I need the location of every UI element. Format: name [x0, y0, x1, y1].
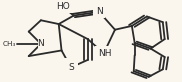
Text: N: N	[37, 39, 44, 48]
Text: N: N	[96, 6, 102, 15]
Text: NH: NH	[98, 49, 111, 58]
Text: CH₃: CH₃	[2, 41, 16, 47]
Text: HO: HO	[57, 2, 70, 11]
Text: S: S	[68, 63, 74, 72]
